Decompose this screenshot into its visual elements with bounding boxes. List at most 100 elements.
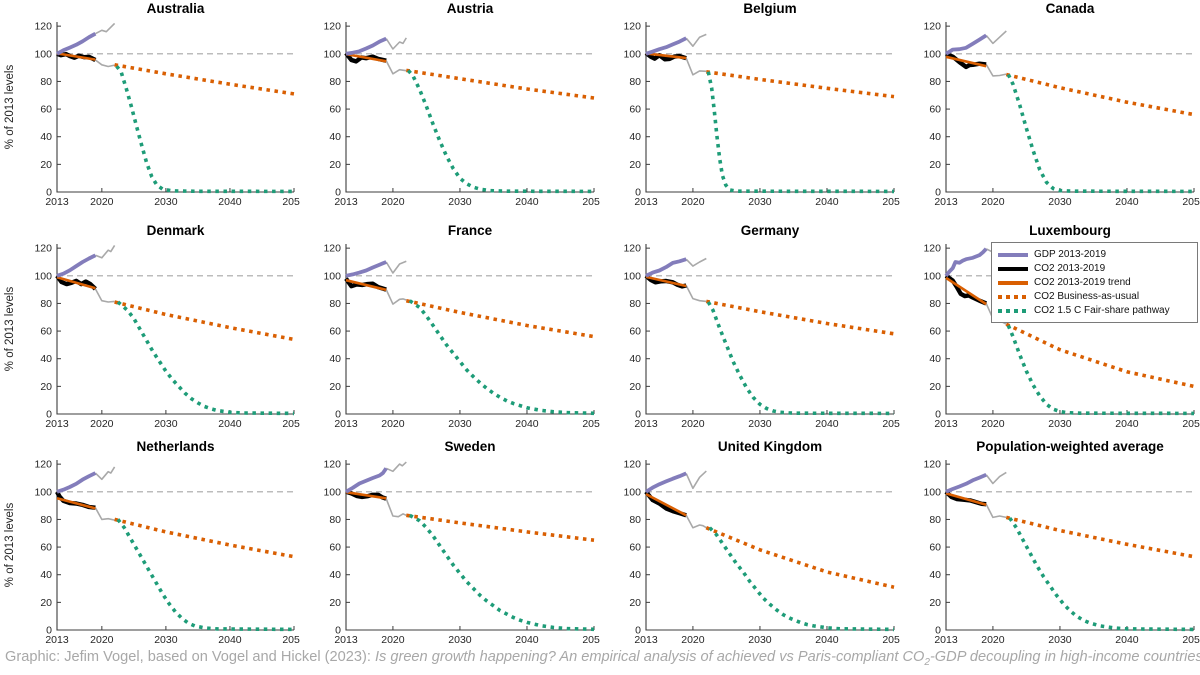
axes <box>645 244 894 415</box>
x-tick-label: 2050 <box>882 634 900 646</box>
x-tick-label: 2013 <box>45 634 69 646</box>
gdp-line-swatch <box>998 253 1028 257</box>
gdp-extension-line <box>94 466 116 481</box>
y-tick-label: 0 <box>335 625 341 637</box>
y-tick-label: 20 <box>329 159 341 171</box>
x-tick-label: 2030 <box>748 634 772 646</box>
co2-extension-line <box>385 60 407 75</box>
gdp-line <box>644 471 687 494</box>
co2-extension-line <box>985 63 1007 77</box>
gdp-line <box>56 471 97 494</box>
axes <box>56 244 294 415</box>
axes <box>945 460 1194 631</box>
subplot-title: Belgium <box>743 1 796 16</box>
bau-line <box>406 513 595 542</box>
x-tick-label: 2020 <box>681 418 705 430</box>
fairshare-line <box>706 71 895 194</box>
x-tick-label: 2020 <box>90 418 114 430</box>
gdp-extension-line <box>985 30 1007 45</box>
y-tick-label: 20 <box>929 159 941 171</box>
gdp-line <box>645 36 688 56</box>
y-tick-label: 120 <box>34 459 52 471</box>
legend-item-fairshare: CO2 1.5 C Fair-share pathway <box>998 304 1191 318</box>
x-tick-label: 2040 <box>815 418 839 430</box>
co2-extension-line <box>685 57 707 76</box>
x-tick-label: 2020 <box>90 634 114 646</box>
x-tick-label: 2040 <box>1115 196 1139 208</box>
x-tick-label: 2030 <box>1048 196 1072 208</box>
x-tick-label: 2040 <box>515 418 539 430</box>
legend-item-bau: CO2 Business-as-usual <box>998 290 1191 304</box>
subplot-title: Austria <box>447 1 494 16</box>
x-tick-label: 2050 <box>1182 418 1200 430</box>
x-tick-label: 2050 <box>582 196 600 208</box>
y-tick-label: 0 <box>635 625 641 637</box>
gdp-extension-line <box>385 37 407 50</box>
y-tick-label: 100 <box>323 270 341 282</box>
gdp-line <box>944 247 988 277</box>
subplot-sweden: 02040608010012020132020203020402050Swede… <box>323 439 600 646</box>
y-tick-label: 60 <box>329 542 341 554</box>
y-tick-label: 80 <box>40 514 52 526</box>
subplot-population-weighted-average: 02040608010012020132020203020402050Popul… <box>923 439 1200 646</box>
gdp-line <box>945 33 988 56</box>
caption-co2-subscript: 2 <box>924 656 930 668</box>
fairshare-line <box>116 518 295 632</box>
subplot-netherlands: 02040608010012020132020203020402050Nethe… <box>4 439 300 646</box>
subplot-title: Germany <box>741 223 800 238</box>
subplot-title: Australia <box>147 1 205 16</box>
co2-trend-line <box>945 55 987 68</box>
axes <box>345 22 594 193</box>
y-tick-label: 60 <box>929 104 941 116</box>
x-tick-label: 2020 <box>381 418 405 430</box>
y-tick-label: 40 <box>329 131 341 143</box>
bau-line <box>1005 72 1195 117</box>
x-tick-label: 2030 <box>1048 634 1072 646</box>
y-tick-label: 80 <box>929 514 941 526</box>
x-tick-label: 2030 <box>154 634 178 646</box>
fairshare-line <box>115 65 295 194</box>
y-tick-label: 20 <box>329 381 341 393</box>
y-tick-label: 80 <box>329 514 341 526</box>
x-tick-label: 2020 <box>981 634 1005 646</box>
gdp-extension-line <box>685 33 707 48</box>
y-tick-label: 100 <box>623 486 641 498</box>
y-tick-label: 40 <box>329 569 341 581</box>
y-tick-label: 100 <box>34 48 52 60</box>
y-tick-label: 20 <box>929 381 941 393</box>
x-tick-label: 2040 <box>515 634 539 646</box>
x-tick-label: 2040 <box>218 418 242 430</box>
y-tick-label: 80 <box>629 76 641 88</box>
axes <box>645 22 894 193</box>
x-tick-label: 2013 <box>934 634 958 646</box>
gdp-line <box>56 253 97 278</box>
y-tick-label: 20 <box>40 597 52 609</box>
fairshare-dotted-swatch <box>998 309 1028 313</box>
x-tick-label: 2050 <box>582 634 600 646</box>
x-tick-label: 2013 <box>634 196 658 208</box>
y-tick-label: 120 <box>323 21 341 33</box>
y-tick-label: 40 <box>40 131 52 143</box>
legend-label: CO2 Business-as-usual <box>1034 291 1140 302</box>
y-tick-label: 40 <box>929 353 941 365</box>
x-tick-label: 2020 <box>681 196 705 208</box>
fairshare-line <box>408 513 595 632</box>
gdp-extension-line <box>985 471 1007 485</box>
subplot-title: Luxembourg <box>1029 223 1111 238</box>
y-tick-label: 20 <box>629 597 641 609</box>
y-tick-label: 20 <box>929 597 941 609</box>
co2-trend-line <box>945 492 987 507</box>
y-tick-label: 120 <box>34 243 52 255</box>
x-tick-label: 2030 <box>448 418 472 430</box>
y-tick-label: 40 <box>629 353 641 365</box>
x-tick-label: 2013 <box>934 418 958 430</box>
bau-line <box>114 517 295 559</box>
x-tick-label: 2013 <box>634 634 658 646</box>
bau-line <box>1005 322 1195 389</box>
gdp-line <box>345 260 387 278</box>
y-tick-label: 120 <box>34 21 52 33</box>
subplot-australia: 02040608010012020132020203020402050Austr… <box>4 1 300 208</box>
y-tick-label: 20 <box>40 159 52 171</box>
gdp-extension-line <box>95 22 116 35</box>
y-tick-label: 120 <box>923 21 941 33</box>
